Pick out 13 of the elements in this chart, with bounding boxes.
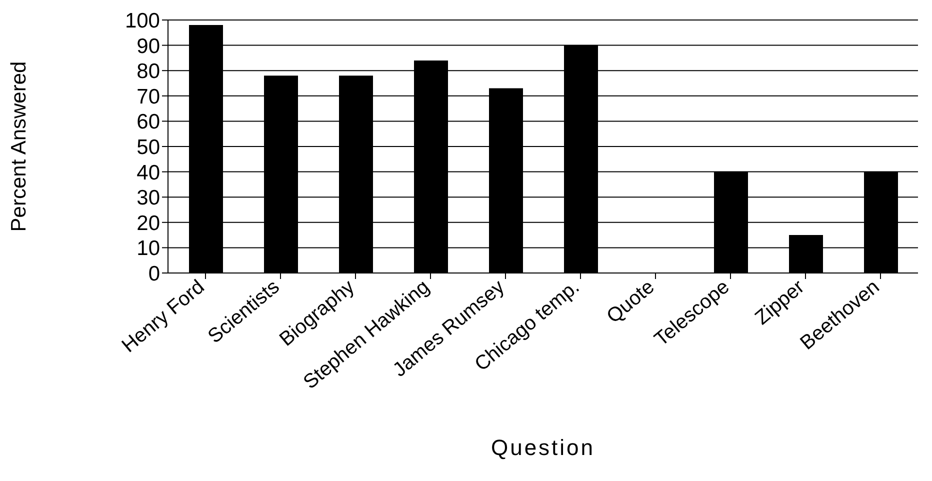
y-tick-label: 30 [136, 186, 160, 210]
x-axis-title: Question [490, 435, 596, 460]
y-tick-label: 50 [136, 136, 160, 159]
y-tick-label: 10 [136, 237, 160, 260]
y-tick-label: 60 [136, 110, 160, 134]
y-tick-label: 80 [136, 60, 160, 84]
y-tick-label: 100 [124, 9, 160, 32]
y-tick-label: 40 [136, 161, 160, 184]
y-axis-title: Percent Answered [7, 61, 30, 232]
y-tick-label: 0 [148, 262, 160, 286]
y-tick-label: 20 [136, 212, 160, 235]
y-tick-label: 70 [136, 85, 160, 108]
y-tick-label: 90 [136, 34, 160, 58]
